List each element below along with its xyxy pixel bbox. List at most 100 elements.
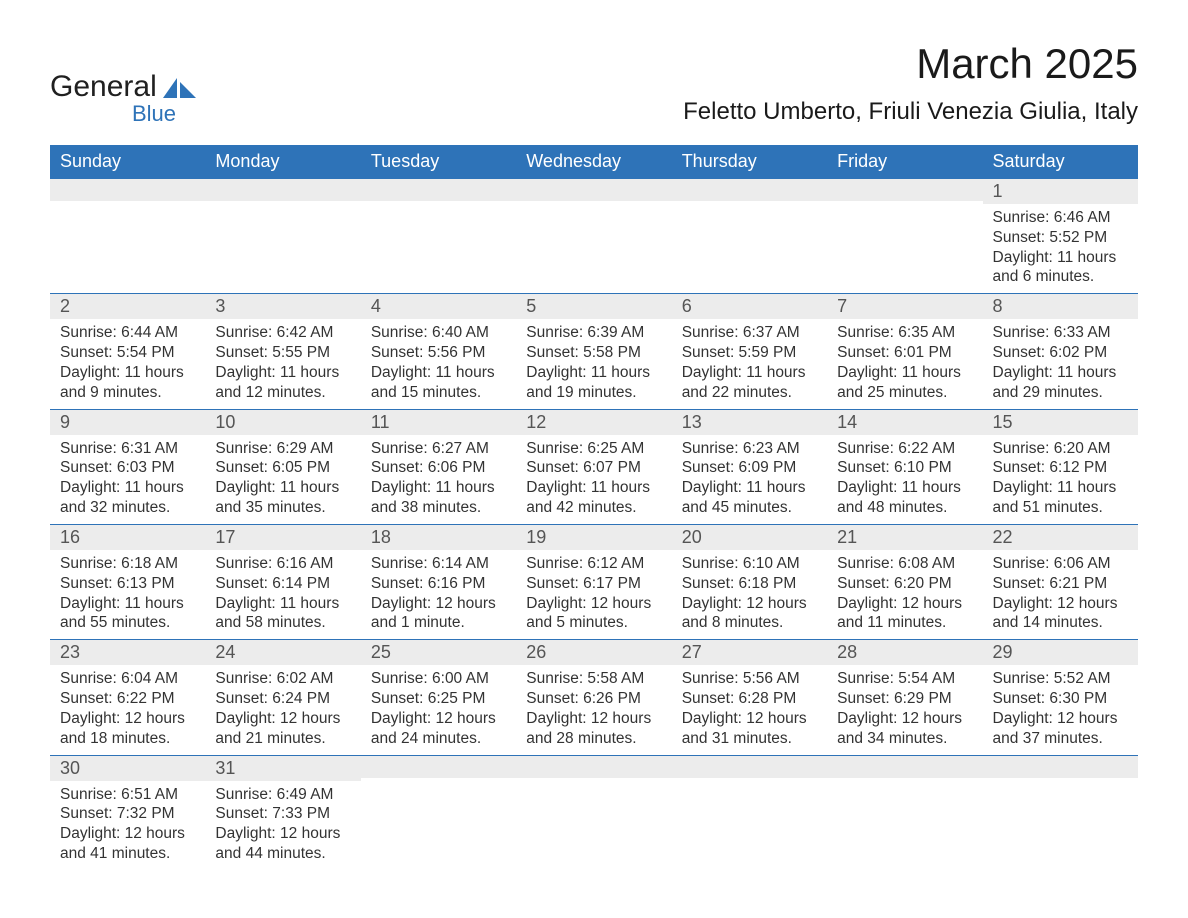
calendar-day-cell: 14Sunrise: 6:22 AMSunset: 6:10 PMDayligh… [827, 409, 982, 524]
day-number: 15 [983, 410, 1138, 435]
day-details [827, 201, 982, 265]
calendar-body: 1Sunrise: 6:46 AMSunset: 5:52 PMDaylight… [50, 179, 1138, 870]
sunrise-text: Sunrise: 6:40 AM [371, 323, 508, 343]
day-number: 28 [827, 640, 982, 665]
calendar-day-cell: 17Sunrise: 6:16 AMSunset: 6:14 PMDayligh… [205, 524, 360, 639]
sunset-text: Sunset: 5:52 PM [993, 228, 1130, 248]
calendar-day-cell: 28Sunrise: 5:54 AMSunset: 6:29 PMDayligh… [827, 640, 982, 755]
calendar-day-cell: 4Sunrise: 6:40 AMSunset: 5:56 PMDaylight… [361, 294, 516, 409]
day-details: Sunrise: 6:08 AMSunset: 6:20 PMDaylight:… [827, 550, 982, 639]
calendar-day-cell [516, 755, 671, 870]
calendar-day-cell [361, 755, 516, 870]
day-details [361, 778, 516, 842]
day-number: 26 [516, 640, 671, 665]
sunrise-text: Sunrise: 6:08 AM [837, 554, 974, 574]
header: General Blue March 2025 Feletto Umberto,… [50, 40, 1138, 127]
calendar-day-cell: 6Sunrise: 6:37 AMSunset: 5:59 PMDaylight… [672, 294, 827, 409]
day-details: Sunrise: 6:49 AMSunset: 7:33 PMDaylight:… [205, 781, 360, 870]
day-number: 16 [50, 525, 205, 550]
sunrise-text: Sunrise: 5:56 AM [682, 669, 819, 689]
calendar-day-cell: 22Sunrise: 6:06 AMSunset: 6:21 PMDayligh… [983, 524, 1138, 639]
day-details: Sunrise: 6:37 AMSunset: 5:59 PMDaylight:… [672, 319, 827, 408]
day-details: Sunrise: 6:39 AMSunset: 5:58 PMDaylight:… [516, 319, 671, 408]
day-number: 13 [672, 410, 827, 435]
day-details: Sunrise: 6:12 AMSunset: 6:17 PMDaylight:… [516, 550, 671, 639]
calendar-week-row: 16Sunrise: 6:18 AMSunset: 6:13 PMDayligh… [50, 524, 1138, 639]
calendar-day-cell [516, 179, 671, 294]
daylight-text: Daylight: 11 hours and 6 minutes. [993, 248, 1130, 288]
calendar-day-cell: 7Sunrise: 6:35 AMSunset: 6:01 PMDaylight… [827, 294, 982, 409]
sunset-text: Sunset: 6:09 PM [682, 458, 819, 478]
daylight-text: Daylight: 11 hours and 35 minutes. [215, 478, 352, 518]
day-details [672, 778, 827, 842]
day-details: Sunrise: 6:18 AMSunset: 6:13 PMDaylight:… [50, 550, 205, 639]
sunset-text: Sunset: 6:10 PM [837, 458, 974, 478]
sunrise-text: Sunrise: 5:58 AM [526, 669, 663, 689]
sunset-text: Sunset: 6:26 PM [526, 689, 663, 709]
sunset-text: Sunset: 6:20 PM [837, 574, 974, 594]
sunrise-text: Sunrise: 6:44 AM [60, 323, 197, 343]
day-details: Sunrise: 6:14 AMSunset: 6:16 PMDaylight:… [361, 550, 516, 639]
calendar-day-cell [205, 179, 360, 294]
dow-friday: Friday [827, 145, 982, 179]
sunrise-text: Sunrise: 6:20 AM [993, 439, 1130, 459]
calendar-day-cell: 29Sunrise: 5:52 AMSunset: 6:30 PMDayligh… [983, 640, 1138, 755]
day-details [516, 201, 671, 265]
calendar-day-cell: 10Sunrise: 6:29 AMSunset: 6:05 PMDayligh… [205, 409, 360, 524]
calendar-day-cell: 2Sunrise: 6:44 AMSunset: 5:54 PMDaylight… [50, 294, 205, 409]
calendar-day-cell: 5Sunrise: 6:39 AMSunset: 5:58 PMDaylight… [516, 294, 671, 409]
day-number: 21 [827, 525, 982, 550]
day-details [205, 201, 360, 265]
calendar-day-cell [672, 755, 827, 870]
calendar-day-cell: 16Sunrise: 6:18 AMSunset: 6:13 PMDayligh… [50, 524, 205, 639]
day-details [361, 201, 516, 265]
daylight-text: Daylight: 11 hours and 51 minutes. [993, 478, 1130, 518]
day-details: Sunrise: 6:06 AMSunset: 6:21 PMDaylight:… [983, 550, 1138, 639]
daylight-text: Daylight: 11 hours and 48 minutes. [837, 478, 974, 518]
sunrise-text: Sunrise: 5:52 AM [993, 669, 1130, 689]
day-number [827, 179, 982, 201]
sunrise-text: Sunrise: 6:33 AM [993, 323, 1130, 343]
sunrise-text: Sunrise: 6:31 AM [60, 439, 197, 459]
day-number [361, 179, 516, 201]
day-details: Sunrise: 6:33 AMSunset: 6:02 PMDaylight:… [983, 319, 1138, 408]
day-number [672, 179, 827, 201]
day-number [361, 756, 516, 778]
calendar-day-cell: 9Sunrise: 6:31 AMSunset: 6:03 PMDaylight… [50, 409, 205, 524]
sunrise-text: Sunrise: 6:18 AM [60, 554, 197, 574]
day-number: 7 [827, 294, 982, 319]
day-number: 29 [983, 640, 1138, 665]
sunrise-text: Sunrise: 6:16 AM [215, 554, 352, 574]
daylight-text: Daylight: 12 hours and 44 minutes. [215, 824, 352, 864]
sunset-text: Sunset: 6:14 PM [215, 574, 352, 594]
calendar-day-cell: 8Sunrise: 6:33 AMSunset: 6:02 PMDaylight… [983, 294, 1138, 409]
day-details: Sunrise: 6:40 AMSunset: 5:56 PMDaylight:… [361, 319, 516, 408]
daylight-text: Daylight: 12 hours and 34 minutes. [837, 709, 974, 749]
calendar-table: Sunday Monday Tuesday Wednesday Thursday… [50, 145, 1138, 870]
day-details: Sunrise: 5:58 AMSunset: 6:26 PMDaylight:… [516, 665, 671, 754]
sunrise-text: Sunrise: 6:27 AM [371, 439, 508, 459]
sunset-text: Sunset: 6:16 PM [371, 574, 508, 594]
daylight-text: Daylight: 12 hours and 37 minutes. [993, 709, 1130, 749]
daylight-text: Daylight: 11 hours and 45 minutes. [682, 478, 819, 518]
page-title: March 2025 [683, 40, 1138, 88]
day-details: Sunrise: 6:46 AMSunset: 5:52 PMDaylight:… [983, 204, 1138, 293]
calendar-day-cell: 21Sunrise: 6:08 AMSunset: 6:20 PMDayligh… [827, 524, 982, 639]
sunset-text: Sunset: 6:25 PM [371, 689, 508, 709]
day-number: 5 [516, 294, 671, 319]
day-number: 4 [361, 294, 516, 319]
day-number: 27 [672, 640, 827, 665]
daylight-text: Daylight: 11 hours and 55 minutes. [60, 594, 197, 634]
day-number: 17 [205, 525, 360, 550]
day-number: 11 [361, 410, 516, 435]
calendar-week-row: 2Sunrise: 6:44 AMSunset: 5:54 PMDaylight… [50, 294, 1138, 409]
day-number: 31 [205, 756, 360, 781]
calendar-day-cell: 20Sunrise: 6:10 AMSunset: 6:18 PMDayligh… [672, 524, 827, 639]
sunrise-text: Sunrise: 6:51 AM [60, 785, 197, 805]
day-details: Sunrise: 5:56 AMSunset: 6:28 PMDaylight:… [672, 665, 827, 754]
daylight-text: Daylight: 11 hours and 42 minutes. [526, 478, 663, 518]
calendar-week-row: 9Sunrise: 6:31 AMSunset: 6:03 PMDaylight… [50, 409, 1138, 524]
calendar-day-cell: 23Sunrise: 6:04 AMSunset: 6:22 PMDayligh… [50, 640, 205, 755]
daylight-text: Daylight: 11 hours and 38 minutes. [371, 478, 508, 518]
calendar-day-cell [983, 755, 1138, 870]
